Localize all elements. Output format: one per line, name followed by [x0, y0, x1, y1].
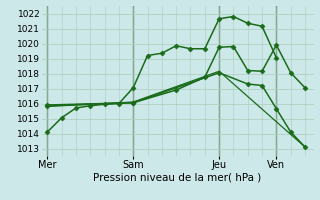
X-axis label: Pression niveau de la mer( hPa ): Pression niveau de la mer( hPa ): [93, 173, 262, 183]
